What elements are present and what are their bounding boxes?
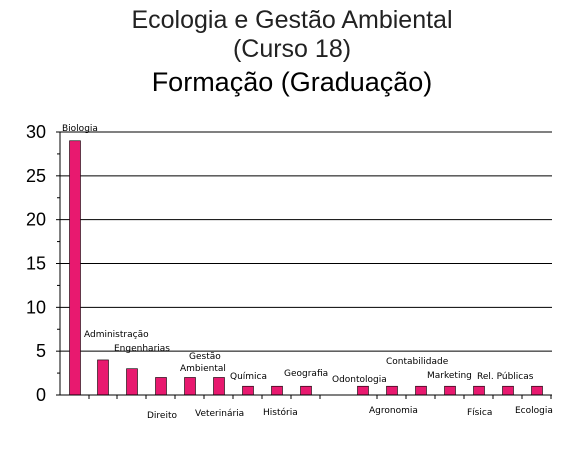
gridlines (60, 131, 552, 352)
bar-qu-mica (242, 385, 254, 396)
category-label: Direito (147, 411, 177, 421)
category-label: Administração (84, 330, 149, 340)
bar-direito (155, 377, 167, 396)
bar-administra-o (97, 359, 109, 396)
bar-marketing (444, 385, 456, 396)
bar-biologia (69, 140, 81, 396)
chart-title-line1: Ecologia e Gestão Ambiental (131, 6, 453, 34)
category-label: Ecologia (515, 406, 553, 416)
bars (69, 140, 552, 399)
category-label: Rel. Públicas (477, 372, 534, 382)
category-label: Contabilidade (386, 357, 449, 367)
bar-gest-o-ambiental (184, 377, 196, 396)
bar-geografia (300, 385, 312, 396)
bar-hist-ria (271, 385, 283, 396)
category-labels: Biologia Administração Engenharias Direito G… (62, 124, 553, 421)
category-label: Veterinária (195, 409, 244, 419)
bar-rel-p-blicas (502, 385, 514, 396)
bar-f-sica (473, 385, 485, 396)
category-label: Marketing (427, 371, 472, 381)
bar-ecologia (531, 385, 543, 396)
y-tick-label: 25 (26, 166, 46, 186)
category-label: História (263, 407, 298, 418)
category-label: Gestão Ambiental (180, 352, 226, 374)
category-label: Geografia (284, 369, 328, 379)
category-label: Química (230, 372, 267, 382)
chart-title-block: Ecologia e Gestão Ambiental (Curso 18) F… (0, 6, 584, 99)
bar-agronomia (415, 385, 427, 396)
y-tick-label: 15 (26, 254, 46, 274)
bar-veterin-ria (213, 377, 225, 396)
bar-odontologia (357, 385, 369, 396)
y-tick-label: 5 (36, 341, 46, 361)
category-label: Biologia (62, 124, 98, 134)
y-tick-label: 30 (26, 122, 46, 142)
chart-title: Formação (Graduação) (151, 67, 433, 97)
category-label: Física (467, 408, 492, 418)
y-tick-label: 10 (26, 297, 46, 317)
y-axis-ticks: 0 5 10 15 20 25 30 (26, 122, 60, 405)
category-label: Agronomia (369, 406, 418, 416)
y-tick-label: 0 (36, 385, 46, 405)
bar-contabilidade (386, 385, 398, 396)
y-tick-label: 20 (26, 210, 46, 230)
category-label: Odontologia (332, 375, 387, 385)
category-label: Engenharias (114, 344, 170, 354)
chart-title-line2: (Curso 18) (232, 35, 352, 63)
bar-engenharias (126, 368, 138, 396)
